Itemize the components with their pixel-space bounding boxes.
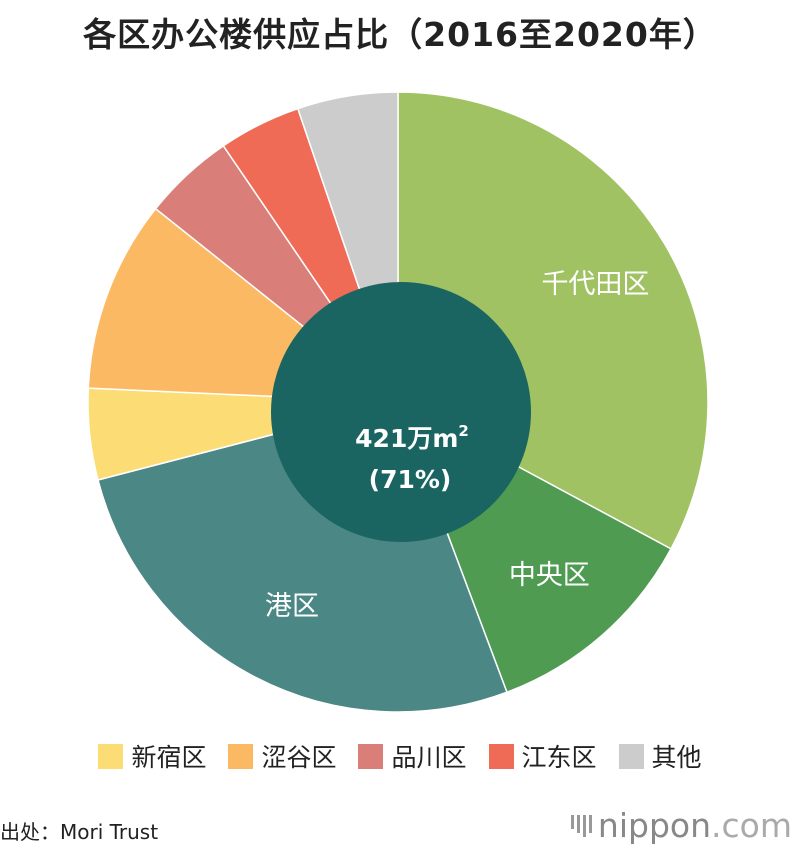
legend: 新宿区 涩谷区 品川区 江东区 其他 bbox=[0, 738, 800, 774]
legend-label-0: 新宿区 bbox=[131, 743, 207, 772]
slice-label-1: 中央区 bbox=[509, 560, 590, 591]
brand-suffix: .com bbox=[711, 806, 792, 845]
legend-item-0: 新宿区 bbox=[98, 738, 206, 774]
legend-item-2: 品川区 bbox=[358, 738, 467, 774]
legend-label-1: 涩谷区 bbox=[261, 743, 337, 772]
legend-swatch-3 bbox=[488, 743, 514, 769]
chart-title: 各区办公楼供应占比（2016至2020年） bbox=[83, 15, 717, 54]
legend-swatch-2 bbox=[358, 743, 384, 769]
legend-item-3: 江东区 bbox=[488, 738, 597, 774]
legend-swatch-0 bbox=[98, 743, 124, 769]
legend-label-2: 品川区 bbox=[391, 743, 467, 772]
legend-label-4: 其他 bbox=[651, 743, 702, 772]
center-label-total: 421万m2 bbox=[355, 422, 469, 453]
center-label-percent: (71%) bbox=[369, 465, 452, 494]
legend-label-3: 江东区 bbox=[521, 743, 597, 772]
brand-bars-icon bbox=[570, 814, 592, 837]
legend-item-1: 涩谷区 bbox=[228, 738, 336, 774]
source-note: 出处：Mori Trust bbox=[0, 820, 159, 844]
center-disc bbox=[271, 282, 531, 542]
legend-swatch-4 bbox=[618, 743, 644, 769]
legend-swatch-1 bbox=[228, 743, 254, 769]
brand-name: nippon bbox=[597, 806, 712, 845]
legend-item-4: 其他 bbox=[618, 738, 702, 774]
slice-label-2: 港区 bbox=[265, 591, 319, 622]
brand-logo: nippon .com bbox=[570, 806, 792, 845]
slice-label-0: 千代田区 bbox=[541, 269, 649, 300]
